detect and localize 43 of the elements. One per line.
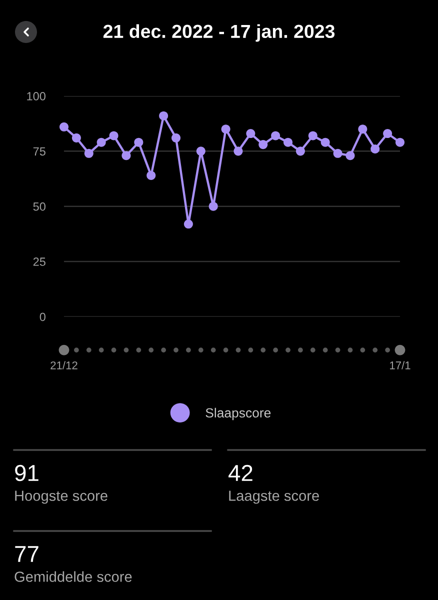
point [258, 140, 268, 150]
x-tick-label: 21/12 [50, 361, 78, 370]
point [208, 202, 218, 211]
point [171, 133, 181, 142]
text: 91 [15, 464, 38, 482]
point [96, 138, 106, 147]
point [308, 131, 318, 140]
point [383, 129, 392, 138]
chart-title: 21 dec. 2022 - 17 jan. 2023 [103, 24, 335, 42]
point [221, 124, 230, 134]
point [59, 122, 69, 132]
point [395, 138, 405, 147]
point [109, 131, 118, 140]
x-tick-label: 17/1 [390, 361, 410, 370]
text: Gemiddelde score [14, 571, 132, 582]
point [370, 144, 380, 154]
point [346, 151, 355, 160]
point [271, 131, 280, 140]
y-tick-label: 100 [27, 92, 46, 100]
point [296, 146, 305, 156]
point [159, 111, 168, 120]
point [283, 138, 293, 147]
point [196, 146, 206, 156]
point [72, 133, 81, 142]
point [84, 148, 94, 158]
legend-label: Slaapscore [206, 408, 271, 420]
point [333, 148, 342, 158]
point [146, 170, 156, 180]
text: Laagste score [229, 490, 319, 504]
y-tick-label: 50 [33, 202, 46, 211]
point [320, 138, 330, 147]
point [122, 151, 131, 160]
point [246, 129, 256, 138]
text: Hoogste score [15, 490, 108, 504]
text: 77 [15, 546, 38, 562]
point [184, 219, 193, 229]
y-tick-label: 25 [33, 258, 46, 266]
point [234, 146, 243, 156]
y-tick-label: 75 [33, 147, 46, 156]
point [358, 124, 368, 134]
text: 42 [228, 464, 252, 481]
y-tick-label: 0 [40, 312, 46, 322]
point [134, 138, 144, 147]
